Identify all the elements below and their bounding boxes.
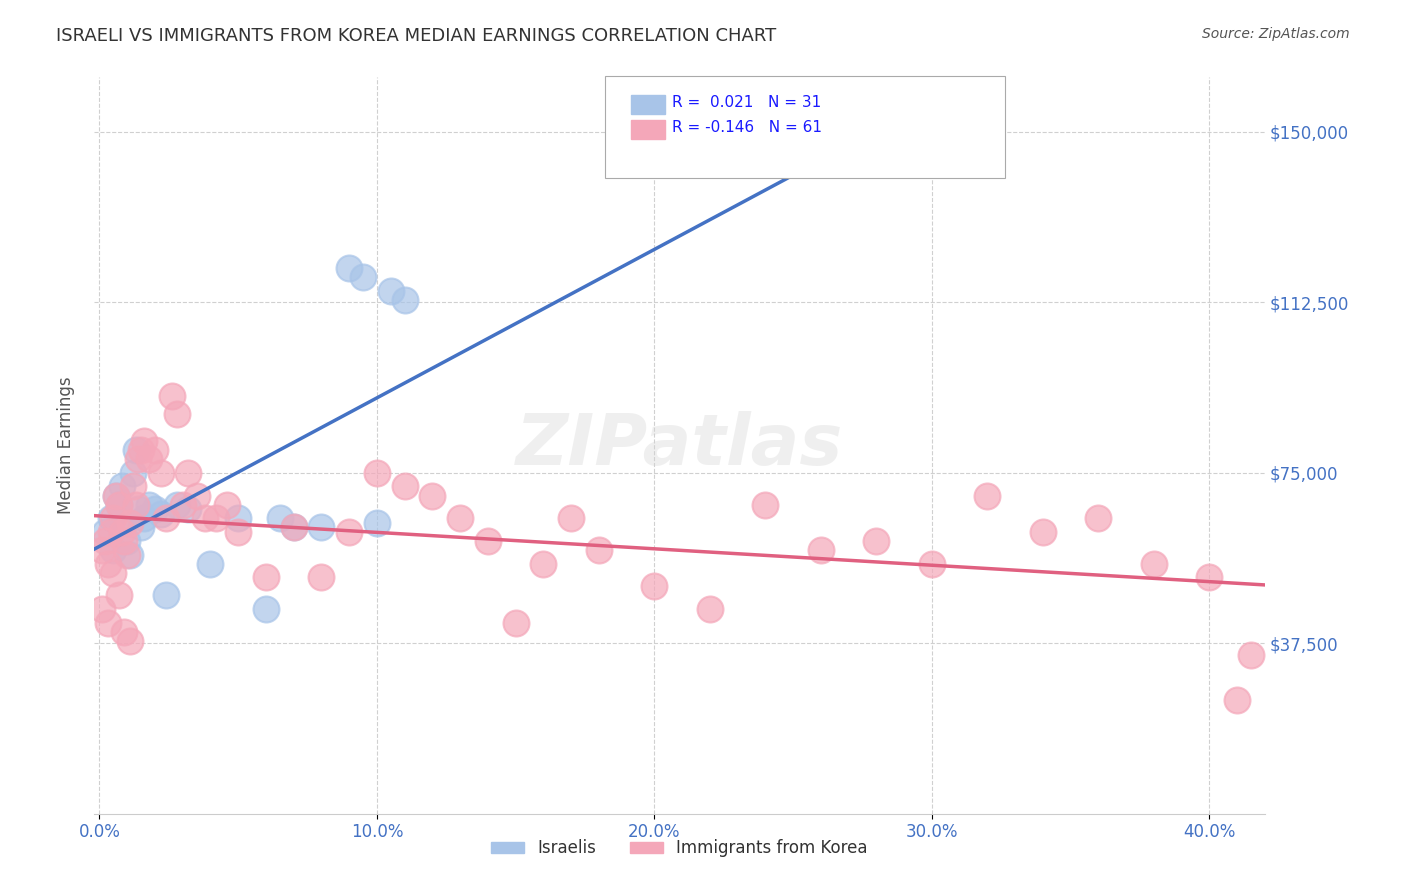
Point — [810, 543, 832, 558]
Point — [124, 443, 146, 458]
Point — [115, 533, 138, 548]
Point — [366, 516, 388, 530]
Point — [166, 407, 188, 421]
Point — [129, 520, 152, 534]
Point — [114, 516, 136, 530]
Point — [172, 498, 194, 512]
Point — [226, 524, 249, 539]
Text: R =  0.021   N = 31: R = 0.021 N = 31 — [672, 95, 821, 110]
Point — [121, 466, 143, 480]
Point — [118, 516, 141, 530]
Point — [1198, 570, 1220, 584]
Point — [380, 284, 402, 298]
Point — [149, 507, 172, 521]
Point — [217, 498, 239, 512]
Point — [976, 488, 998, 502]
Point — [127, 502, 149, 516]
Point — [200, 557, 222, 571]
Point — [105, 488, 128, 502]
Point — [194, 511, 217, 525]
Point — [103, 566, 125, 580]
Point — [449, 511, 471, 525]
Point — [132, 434, 155, 448]
Point — [100, 524, 122, 539]
Point — [114, 533, 136, 548]
Point — [97, 557, 120, 571]
Point — [143, 502, 166, 516]
Point — [186, 488, 208, 502]
Point — [91, 543, 114, 558]
Point — [699, 602, 721, 616]
Point — [254, 602, 277, 616]
Point — [143, 443, 166, 458]
Point — [103, 543, 125, 558]
Point — [105, 488, 128, 502]
Point — [1142, 557, 1164, 571]
Text: ZIPatlas: ZIPatlas — [516, 411, 844, 480]
Point — [283, 520, 305, 534]
Point — [865, 533, 887, 548]
Point — [177, 502, 200, 516]
Point — [118, 548, 141, 562]
Point — [352, 270, 374, 285]
Point — [138, 452, 160, 467]
Point — [155, 589, 177, 603]
Point — [226, 511, 249, 525]
Point — [366, 466, 388, 480]
Point — [177, 466, 200, 480]
Point — [115, 548, 138, 562]
Point — [422, 488, 444, 502]
Point — [754, 498, 776, 512]
Point — [1226, 693, 1249, 707]
Point — [337, 524, 360, 539]
Point — [118, 634, 141, 648]
Point — [921, 557, 943, 571]
Point — [160, 388, 183, 402]
Point — [269, 511, 291, 525]
Point — [337, 261, 360, 276]
Point — [643, 579, 665, 593]
Point — [394, 479, 416, 493]
Point — [100, 511, 122, 525]
Point — [114, 624, 136, 639]
Point — [132, 511, 155, 525]
Point — [149, 466, 172, 480]
Point — [311, 520, 333, 534]
Point — [91, 602, 114, 616]
Point — [111, 524, 134, 539]
Point — [531, 557, 554, 571]
Point — [1032, 524, 1054, 539]
Point — [94, 524, 117, 539]
Point — [505, 615, 527, 630]
Point — [97, 615, 120, 630]
Point — [127, 452, 149, 467]
Point — [205, 511, 228, 525]
Point — [129, 443, 152, 458]
Y-axis label: Median Earnings: Median Earnings — [58, 376, 75, 515]
Point — [108, 498, 131, 512]
Point — [124, 498, 146, 512]
Point — [1240, 648, 1263, 662]
Point — [155, 511, 177, 525]
Legend: Israelis, Immigrants from Korea: Israelis, Immigrants from Korea — [484, 833, 875, 864]
Point — [108, 498, 131, 512]
Point — [108, 589, 131, 603]
Point — [138, 498, 160, 512]
Point — [283, 520, 305, 534]
Point — [111, 479, 134, 493]
Text: ISRAELI VS IMMIGRANTS FROM KOREA MEDIAN EARNINGS CORRELATION CHART: ISRAELI VS IMMIGRANTS FROM KOREA MEDIAN … — [56, 27, 776, 45]
Point — [103, 511, 125, 525]
Point — [121, 479, 143, 493]
Point — [94, 533, 117, 548]
Text: R = -0.146   N = 61: R = -0.146 N = 61 — [672, 120, 823, 135]
Point — [166, 498, 188, 512]
Point — [588, 543, 610, 558]
Point — [1087, 511, 1109, 525]
Text: Source: ZipAtlas.com: Source: ZipAtlas.com — [1202, 27, 1350, 41]
Point — [477, 533, 499, 548]
Point — [254, 570, 277, 584]
Point — [311, 570, 333, 584]
Point — [560, 511, 582, 525]
Point — [394, 293, 416, 307]
